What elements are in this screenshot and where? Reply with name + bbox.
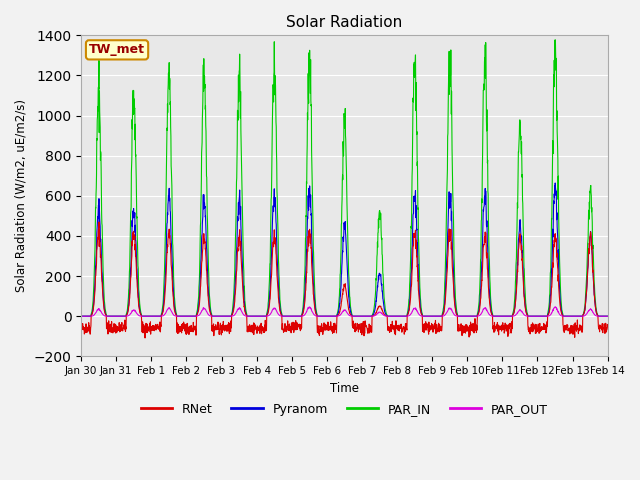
Pyranom — [77, 313, 85, 319]
RNet — [225, 324, 232, 330]
Line: Pyranom: Pyranom — [81, 183, 607, 316]
Text: TW_met: TW_met — [89, 43, 145, 56]
Line: PAR_IN: PAR_IN — [81, 40, 607, 316]
RNet — [360, 326, 367, 332]
PAR_OUT — [572, 313, 580, 319]
RNet — [604, 324, 611, 329]
Pyranom — [604, 313, 611, 319]
PAR_IN — [604, 313, 611, 319]
PAR_OUT — [551, 304, 559, 310]
Y-axis label: Solar Radiation (W/m2, uE/m2/s): Solar Radiation (W/m2, uE/m2/s) — [15, 99, 28, 292]
RNet — [77, 324, 85, 330]
Pyranom — [497, 313, 505, 319]
PAR_OUT — [224, 313, 232, 319]
PAR_OUT — [360, 313, 367, 319]
RNet — [572, 323, 580, 329]
RNet — [371, 312, 379, 317]
Pyranom — [557, 307, 565, 313]
Line: RNet: RNet — [81, 222, 607, 338]
PAR_OUT — [497, 313, 505, 319]
PAR_IN — [77, 313, 85, 319]
Line: PAR_OUT: PAR_OUT — [81, 307, 607, 316]
PAR_IN — [497, 313, 505, 319]
PAR_IN — [371, 300, 379, 306]
PAR_IN — [557, 300, 565, 306]
PAR_IN — [360, 313, 367, 319]
PAR_OUT — [557, 313, 565, 319]
Pyranom — [224, 313, 232, 319]
Pyranom — [551, 180, 559, 186]
Pyranom — [572, 313, 580, 319]
PAR_IN — [224, 313, 232, 319]
Title: Solar Radiation: Solar Radiation — [286, 15, 403, 30]
X-axis label: Time: Time — [330, 382, 359, 395]
PAR_OUT — [604, 313, 611, 319]
PAR_OUT — [371, 313, 379, 319]
PAR_OUT — [77, 313, 85, 319]
Pyranom — [371, 308, 379, 313]
Legend: RNet, Pyranom, PAR_IN, PAR_OUT: RNet, Pyranom, PAR_IN, PAR_OUT — [136, 398, 553, 420]
PAR_IN — [572, 313, 580, 319]
Pyranom — [360, 313, 367, 319]
RNet — [95, 219, 103, 225]
RNet — [498, 328, 506, 334]
RNet — [141, 335, 149, 341]
PAR_IN — [551, 37, 559, 43]
RNet — [557, 311, 565, 316]
